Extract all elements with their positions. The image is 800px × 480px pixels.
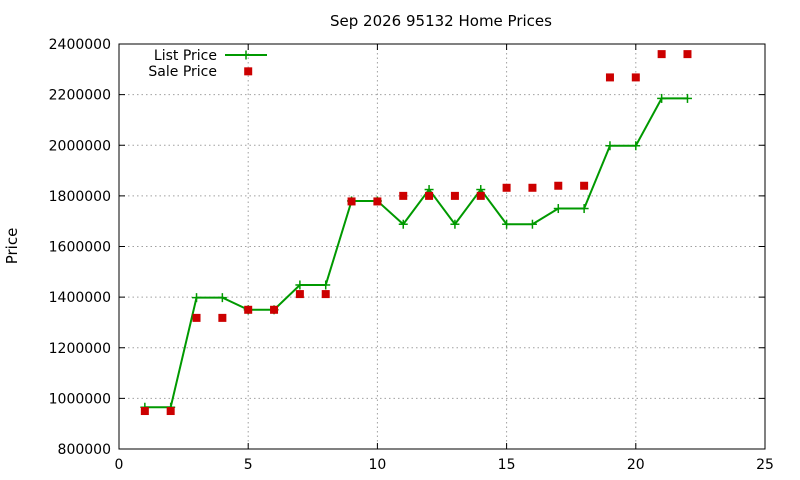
sale-price-point [347, 197, 356, 206]
list-price-point [192, 293, 202, 303]
sale-price-point [218, 313, 227, 322]
sale-price-point [295, 290, 304, 299]
sale-price-point [244, 305, 253, 314]
sale-price-point [140, 407, 149, 416]
x-tick-label: 0 [115, 457, 124, 473]
sale-price-point [631, 73, 640, 82]
y-tick-label: 1200000 [49, 341, 111, 357]
sale-price-point [528, 183, 537, 192]
sale-price-point [166, 407, 175, 416]
data-series [140, 50, 692, 416]
plot-frame [118, 43, 766, 450]
list-price-point [605, 141, 615, 151]
sale-price-extra-point [244, 67, 253, 76]
chart-title: Sep 2026 95132 Home Prices [330, 12, 552, 30]
list-price-point [295, 280, 305, 290]
y-tick-label: 2400000 [49, 37, 111, 53]
y-axis-label: Price [3, 228, 21, 265]
list-price-point [398, 219, 408, 229]
sale-price-point [425, 191, 434, 200]
list-price-line [144, 97, 688, 409]
sale-price-point [554, 181, 563, 190]
y-tick-label: 1000000 [49, 391, 111, 407]
list-price-point [553, 204, 563, 214]
sale-price-point [657, 50, 666, 59]
list-price-point [502, 219, 512, 229]
list-price-point [682, 93, 692, 103]
legend-label: List Price [154, 48, 217, 64]
grid-lines [119, 44, 765, 449]
y-tick-label: 800000 [58, 442, 111, 458]
x-tick-label: 15 [498, 457, 516, 473]
sale-price-point [502, 183, 511, 192]
x-tick-label: 25 [756, 457, 774, 473]
legend-swatch-plus [241, 50, 251, 60]
y-tick-label: 2200000 [49, 88, 111, 104]
sale-price-point [399, 191, 408, 200]
list-price-point [579, 204, 589, 214]
series-sale-price [140, 50, 692, 416]
sale-price-point [683, 50, 692, 59]
x-tick-label: 20 [627, 457, 645, 473]
legend-label: Sale Price [148, 64, 217, 80]
x-tick-label: 10 [368, 457, 386, 473]
sale-price-point [476, 191, 485, 200]
y-tick-label: 1400000 [49, 290, 111, 306]
axis-ticks: 0 5 10 15 20 25 800000 1000000 1200000 1400000 160… [49, 37, 774, 473]
y-tick-label: 2000000 [49, 138, 111, 154]
sale-price-point [321, 290, 330, 299]
sale-price-point [605, 73, 614, 82]
x-tick-label: 5 [244, 457, 253, 473]
y-tick-label: 1600000 [49, 240, 111, 256]
sale-price-point [373, 197, 382, 206]
list-price-point [657, 93, 667, 103]
list-price-point [450, 219, 460, 229]
series-list-price [140, 93, 692, 412]
sale-price-point [450, 191, 459, 200]
sale-price-point [270, 305, 279, 314]
list-price-point [527, 219, 537, 229]
y-tick-label: 1800000 [49, 189, 111, 205]
list-price-point [321, 280, 331, 290]
sale-price-point [192, 313, 201, 322]
list-price-point [631, 141, 641, 151]
list-price-point [217, 293, 227, 303]
sale-price-point [580, 181, 589, 190]
